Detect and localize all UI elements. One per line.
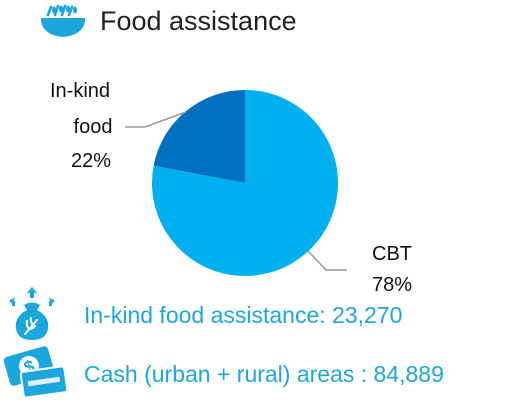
stat-in-kind-text: In-kind food assistance: 23,270 (84, 302, 403, 328)
food-sack-icon (9, 287, 55, 340)
leader-line-in-kind (125, 111, 187, 128)
slice-percent-in-kind: 22% (71, 150, 111, 172)
slice-label-cbt: CBT (372, 243, 412, 265)
slice-cbt (152, 90, 339, 276)
slice-in-kind (153, 90, 245, 183)
pie-chart: In-kind food 22% CBT 78% (50, 80, 412, 296)
page-title: Food assistance (100, 6, 297, 36)
slice-percent-cbt: 78% (372, 274, 412, 296)
cash-card-icon: $ (3, 346, 69, 399)
stat-cash-text: Cash (urban + rural) areas : 84,889 (84, 361, 444, 387)
slice-label-in-kind-line2: food (74, 116, 113, 138)
slice-label-in-kind-line1: In-kind (50, 80, 110, 102)
food-bowl-icon (41, 4, 85, 37)
leader-line-cbt (307, 250, 347, 271)
